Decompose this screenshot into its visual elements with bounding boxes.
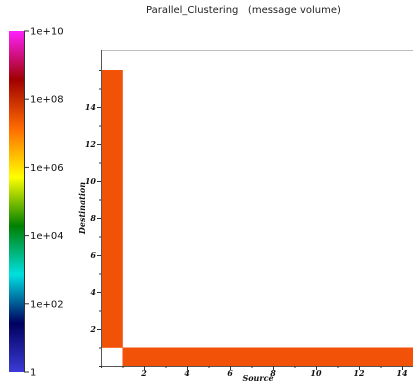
colorbar-tick-label: 1e+02 (30, 299, 64, 310)
heatmap-cell (101, 199, 123, 219)
heatmap-cells (101, 70, 413, 367)
colorbar-tick-label: 1e+06 (30, 163, 64, 174)
colorbar-tick-label: 1e+08 (30, 95, 64, 106)
y-tick-label: 14 (85, 102, 97, 112)
heatmap-cell (101, 88, 123, 108)
heatmap-cell (251, 347, 274, 367)
plot-background (101, 50, 413, 366)
colorbar-tick-label: 1e+10 (30, 27, 64, 38)
y-tick-label: 8 (90, 213, 96, 223)
x-axis-ticks: 2 4 6 8 10 12 14 (101, 366, 408, 378)
heatmap-cell (165, 347, 188, 367)
heatmap-cell (101, 329, 123, 348)
heatmap-cell (101, 310, 123, 330)
heatmap-cell (337, 347, 360, 367)
heatmap-cell (144, 347, 166, 367)
heatmap-cell (101, 162, 123, 182)
heatmap-cell (101, 273, 123, 293)
heatmap-cell (101, 107, 123, 126)
y-axis-ticks: 2 4 6 8 10 12 14 (85, 70, 101, 367)
y-tick-label: 4 (90, 287, 96, 297)
chart-title: Parallel_Clustering (message volume) (146, 5, 341, 16)
heatmap-cell (101, 255, 123, 274)
heatmap-cell (380, 347, 403, 367)
heatmap-cell (101, 144, 123, 163)
x-tick-label: 14 (396, 368, 408, 378)
heatmap-cell (273, 347, 295, 367)
heatmap-cell (122, 347, 145, 367)
heatmap-cell (101, 125, 123, 145)
x-tick-label: 2 (140, 368, 147, 378)
colorbar: 1 1e+02 1e+04 1e+06 1e+08 1e+10 (9, 27, 64, 379)
heatmap-cell (101, 181, 123, 200)
x-axis-label: Source (242, 373, 273, 383)
y-tick-label: 10 (85, 176, 97, 186)
colorbar-tick-label: 1e+04 (30, 231, 64, 242)
y-tick-label: 6 (90, 250, 96, 260)
x-tick-label: 6 (227, 368, 233, 378)
heatmap-cell (316, 347, 338, 367)
x-tick-label: 10 (310, 368, 322, 378)
y-tick-label: 2 (89, 324, 96, 334)
heatmap-cell (101, 218, 123, 237)
heatmap-cell (230, 347, 252, 367)
heatmap-cell (294, 347, 317, 367)
colorbar-gradient (9, 31, 24, 372)
colorbar-tick-label: 1 (30, 368, 36, 379)
x-tick-label: 8 (270, 368, 276, 378)
heatmap-cell (402, 347, 413, 367)
heatmap-cell (101, 236, 123, 256)
heatmap-cell (101, 292, 123, 311)
heatmap-cell (101, 70, 123, 89)
heatmap-cell (208, 347, 231, 367)
x-tick-label: 4 (184, 368, 190, 378)
y-tick-label: 12 (85, 139, 97, 149)
heatmap-cell (187, 347, 209, 367)
x-tick-label: 12 (353, 368, 365, 378)
heatmap-cell (359, 347, 381, 367)
plot-area: 2 4 6 8 10 12 14 2 4 6 8 10 12 14 (85, 50, 413, 378)
y-axis-label: Destination (77, 182, 87, 235)
